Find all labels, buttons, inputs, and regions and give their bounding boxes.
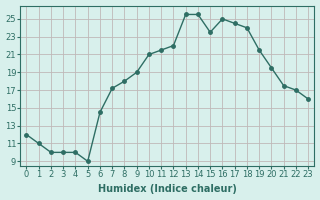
X-axis label: Humidex (Indice chaleur): Humidex (Indice chaleur) bbox=[98, 184, 237, 194]
